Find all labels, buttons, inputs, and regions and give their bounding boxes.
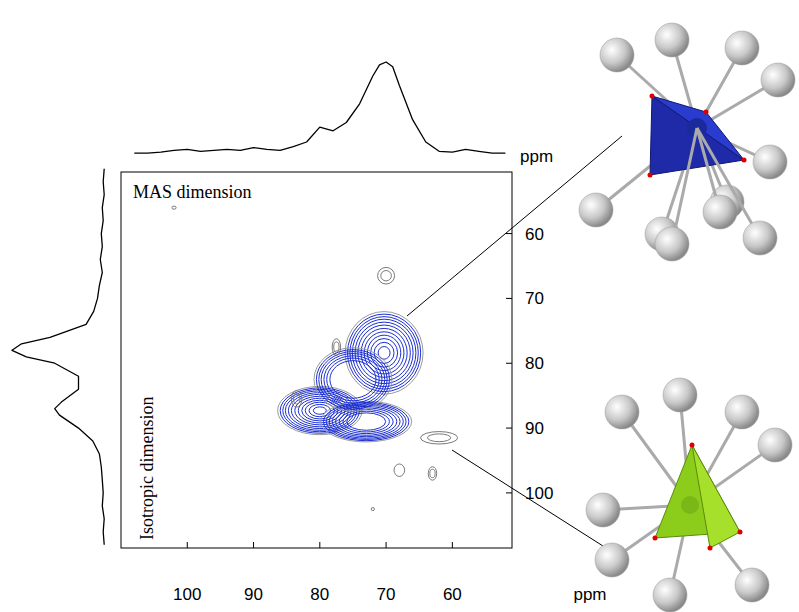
- oxygen: [690, 443, 695, 448]
- contour: [347, 413, 386, 430]
- contour: [319, 352, 387, 408]
- oxygen: [738, 530, 743, 535]
- x-tick-label: 80: [310, 585, 329, 604]
- figure: 100 90 80 70 60 ppm 60 70 80 90 100 ppm MAS dimensio…: [0, 0, 799, 612]
- atom: [703, 195, 737, 229]
- contour: [371, 508, 374, 511]
- atom: [586, 493, 620, 527]
- contour: [172, 206, 176, 209]
- atom: [595, 543, 629, 577]
- plot-frame: [121, 172, 512, 548]
- y-tick: [506, 298, 512, 299]
- x-tick: [452, 542, 453, 548]
- atom: [605, 395, 639, 429]
- atom: [663, 378, 697, 412]
- annotation: MAS dimension: [133, 182, 252, 202]
- contour: [348, 314, 421, 392]
- contour: [361, 328, 407, 377]
- contour: [291, 391, 302, 408]
- contour: [293, 394, 300, 404]
- polyhedron: [650, 96, 744, 175]
- oxygen: [653, 536, 658, 541]
- x-axis-label: ppm: [573, 585, 606, 604]
- x-tick-label: 90: [244, 585, 263, 604]
- leader-line: [452, 450, 625, 560]
- atom: [600, 38, 634, 72]
- atom: [725, 31, 759, 65]
- atom: [579, 193, 613, 227]
- y-tick-label: 60: [525, 225, 544, 244]
- contour: [421, 432, 458, 444]
- contour: [316, 350, 389, 410]
- y-tick: [506, 492, 512, 493]
- mas-projection: [134, 62, 505, 153]
- contour: [428, 467, 436, 480]
- contour: [343, 411, 389, 432]
- y-tick-label: 100: [525, 484, 553, 503]
- atom: [735, 568, 769, 602]
- oxygen: [650, 94, 655, 99]
- atom: [758, 428, 792, 462]
- contour: [336, 408, 397, 435]
- contour: [332, 339, 340, 356]
- contour: [430, 469, 435, 477]
- oxygen: [704, 110, 709, 115]
- y-tick-label: 70: [525, 289, 544, 308]
- contour: [381, 271, 392, 281]
- atom: [761, 63, 795, 97]
- contour: [327, 358, 379, 401]
- contour: [339, 410, 393, 434]
- atom: [725, 395, 759, 429]
- contour: [345, 312, 423, 395]
- x-tick: [319, 542, 320, 548]
- contour: [378, 267, 395, 284]
- y-tick-label: 80: [525, 354, 544, 373]
- iso-projection: [12, 169, 104, 545]
- x-tick-label: 70: [377, 585, 396, 604]
- bond: [672, 128, 697, 244]
- oxygen: [742, 158, 747, 163]
- y-tick-label: 90: [525, 419, 544, 438]
- atom: [743, 221, 777, 255]
- central-atom: [681, 496, 699, 514]
- contour: [321, 354, 385, 406]
- contour: [330, 361, 376, 399]
- x-tick: [253, 542, 254, 548]
- annotation: Isotropic dimension: [137, 397, 157, 540]
- oxygen: [648, 173, 653, 178]
- contour: [378, 347, 390, 360]
- x-tick-label: 60: [443, 585, 462, 604]
- x-tick: [187, 542, 188, 548]
- bond: [697, 128, 760, 238]
- y-tick: [506, 363, 512, 364]
- x-tick: [386, 542, 387, 548]
- contour: [350, 317, 418, 389]
- contour: [302, 400, 338, 421]
- y-tick: [506, 233, 512, 234]
- contour: [314, 348, 392, 412]
- atom: [653, 578, 687, 612]
- contour: [428, 434, 451, 442]
- oxygen: [708, 546, 713, 551]
- contour: [332, 406, 400, 436]
- y-axis-label: ppm: [520, 147, 553, 166]
- polyhedron: [692, 445, 740, 548]
- atom: [753, 145, 787, 179]
- x-tick-label: 100: [173, 585, 201, 604]
- atom: [655, 23, 689, 57]
- y-tick: [506, 428, 512, 429]
- atom: [655, 227, 689, 261]
- contour-group: [172, 206, 458, 511]
- contour: [324, 356, 382, 403]
- contour: [394, 464, 405, 476]
- contour: [334, 342, 339, 352]
- leader-line: [407, 136, 622, 316]
